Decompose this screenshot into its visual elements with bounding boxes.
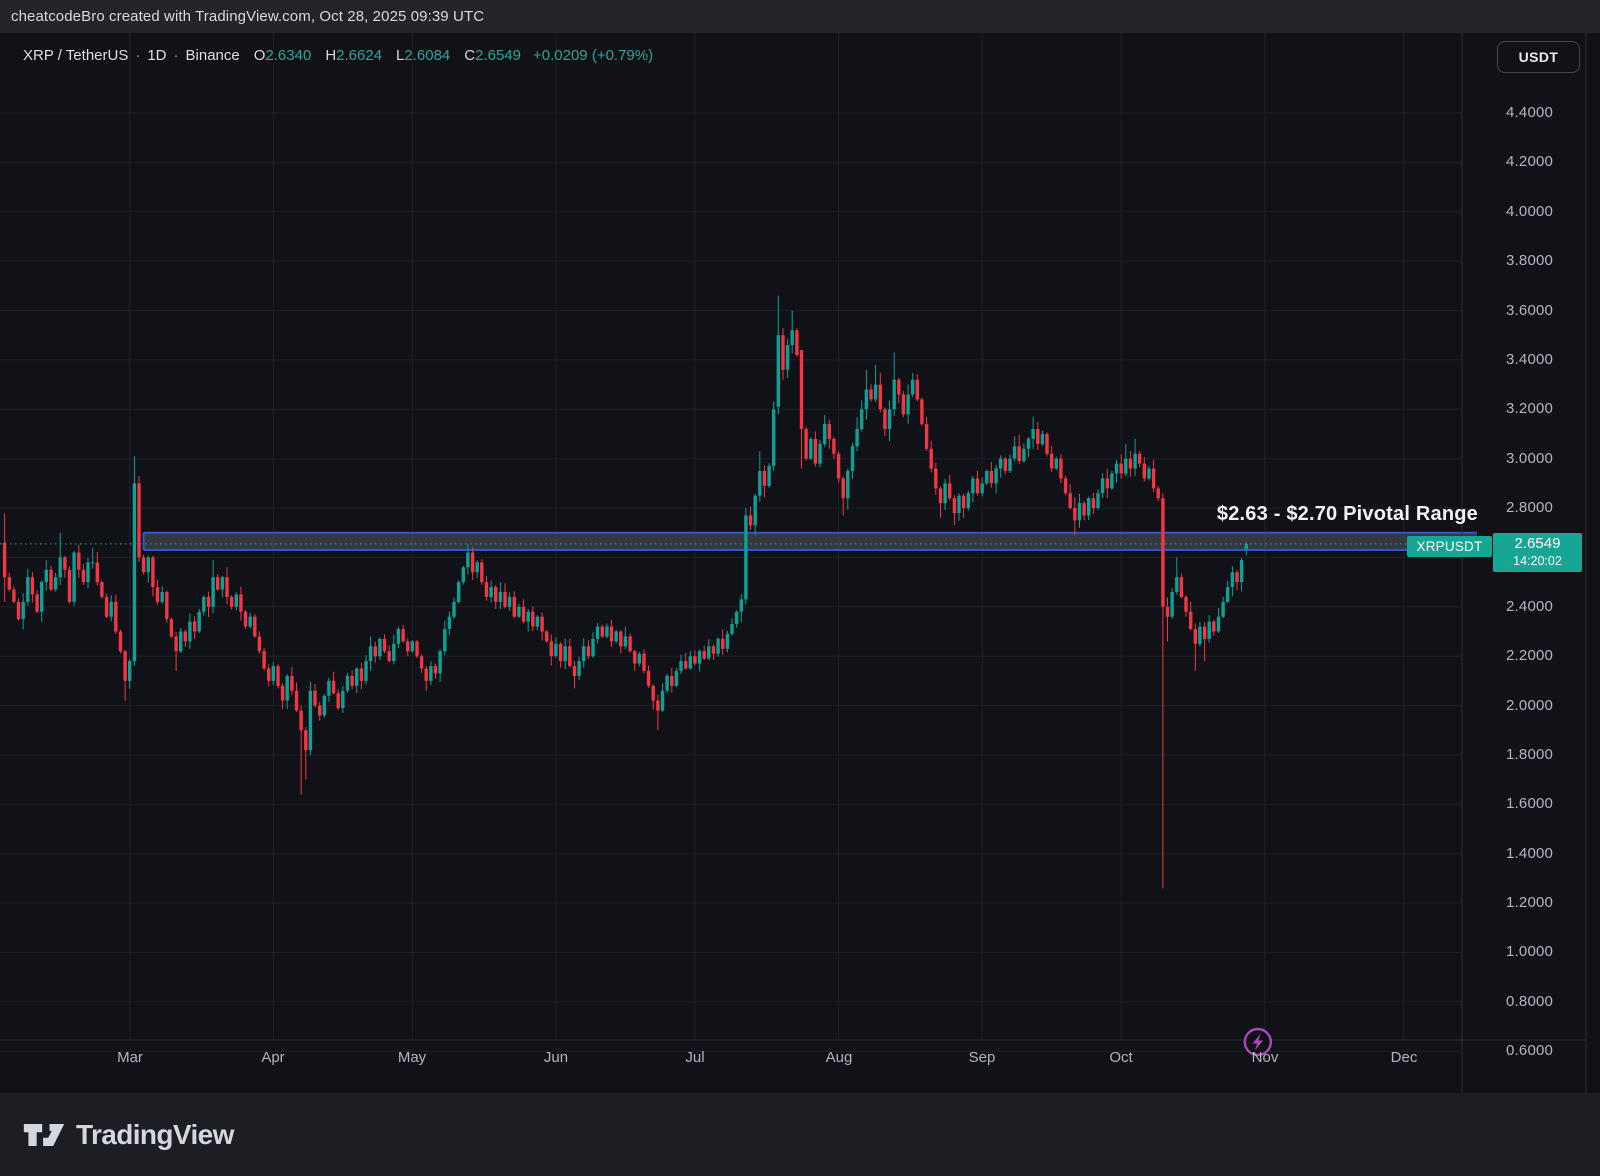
x-axis-label: Nov bbox=[1251, 1049, 1279, 1066]
chart-pane[interactable] bbox=[0, 33, 1600, 1093]
price-scale[interactable]: 4.4000 4.2000 4.0000 3.8000 3.6000 3.4000 3.20… bbox=[0, 0, 1600, 1093]
candle-countdown: 14:20:02 bbox=[1513, 554, 1562, 569]
y-axis-label: 4.2000 bbox=[1506, 153, 1554, 170]
symbol-price-badge: XRPUSDT bbox=[1407, 536, 1492, 557]
tradingview-wordmark: TradingView bbox=[76, 1118, 234, 1150]
legend-separator: · bbox=[135, 47, 141, 64]
y-axis-label: 2.0000 bbox=[1506, 697, 1554, 714]
y-axis-label: 2.4000 bbox=[1506, 598, 1554, 615]
y-axis-label: 3.8000 bbox=[1506, 252, 1554, 269]
exchange-label[interactable]: Binance bbox=[185, 47, 240, 64]
y-axis-label: 3.4000 bbox=[1506, 351, 1554, 368]
tradingview-logo[interactable]: TradingView bbox=[22, 1119, 234, 1151]
y-axis-label: 0.8000 bbox=[1506, 993, 1554, 1010]
y-axis-label: 2.2000 bbox=[1506, 647, 1554, 664]
x-axis-label: Apr bbox=[261, 1049, 285, 1066]
legend-separator: · bbox=[173, 47, 179, 64]
change-value: +0.0209 (+0.79%) bbox=[533, 47, 654, 64]
footer-bar: TradingView bbox=[0, 1093, 1600, 1176]
y-axis-label: 1.2000 bbox=[1506, 894, 1554, 911]
attribution-text: cheatcodeBro created with TradingView.co… bbox=[11, 8, 485, 25]
symbol-legend[interactable]: XRP / TetherUS · 1D · Binance O2.6340 H2… bbox=[23, 47, 653, 64]
y-axis-label: 4.0000 bbox=[1506, 203, 1554, 220]
lightning-icon bbox=[1243, 1027, 1273, 1057]
x-axis-label: Mar bbox=[117, 1049, 143, 1066]
last-price-badge: 2.6549 14:20:02 bbox=[1493, 533, 1582, 572]
symbol-title[interactable]: XRP / TetherUS bbox=[23, 47, 129, 64]
y-axis-label: 3.2000 bbox=[1506, 400, 1554, 417]
y-axis-label: 3.6000 bbox=[1506, 302, 1554, 319]
time-scale[interactable]: Mar Apr May Jun Jul Aug Sep Oct Nov Dec bbox=[0, 0, 1600, 1093]
ohlc-open: O2.6340 bbox=[253, 47, 312, 64]
ohlc-low: L2.6084 bbox=[396, 47, 451, 64]
y-axis-label: 2.8000 bbox=[1506, 499, 1554, 516]
interval-label[interactable]: 1D bbox=[147, 47, 167, 64]
y-axis-label: 1.0000 bbox=[1506, 943, 1554, 960]
y-axis-label: 4.4000 bbox=[1506, 104, 1554, 121]
y-axis-label: 1.4000 bbox=[1506, 845, 1554, 862]
x-axis-label: Dec bbox=[1390, 1049, 1418, 1066]
x-axis-label: May bbox=[397, 1049, 427, 1066]
x-axis-label: Sep bbox=[968, 1049, 996, 1066]
tradingview-logo-icon bbox=[23, 1123, 65, 1146]
last-price-value: 2.6549 bbox=[1514, 535, 1561, 553]
pivotal-range-label[interactable]: $2.63 - $2.70 Pivotal Range bbox=[1216, 503, 1478, 525]
ohlc-close: C2.6549 bbox=[464, 47, 522, 64]
x-axis-label: Aug bbox=[825, 1049, 853, 1066]
y-axis-label: 3.0000 bbox=[1506, 450, 1554, 467]
y-axis-label: 0.6000 bbox=[1506, 1042, 1554, 1059]
attribution-bar: cheatcodeBro created with TradingView.co… bbox=[0, 0, 1600, 33]
y-axis-label: 1.8000 bbox=[1506, 746, 1554, 763]
currency-toggle-button[interactable]: USDT bbox=[1497, 41, 1580, 73]
x-axis-label: Jun bbox=[543, 1049, 569, 1066]
x-axis-label: Oct bbox=[1109, 1049, 1133, 1066]
y-axis-label: 1.6000 bbox=[1506, 795, 1554, 812]
ohlc-high: H2.6624 bbox=[325, 47, 383, 64]
candlestick-chart[interactable] bbox=[0, 33, 1600, 1093]
x-axis-label: Jul bbox=[685, 1049, 705, 1066]
